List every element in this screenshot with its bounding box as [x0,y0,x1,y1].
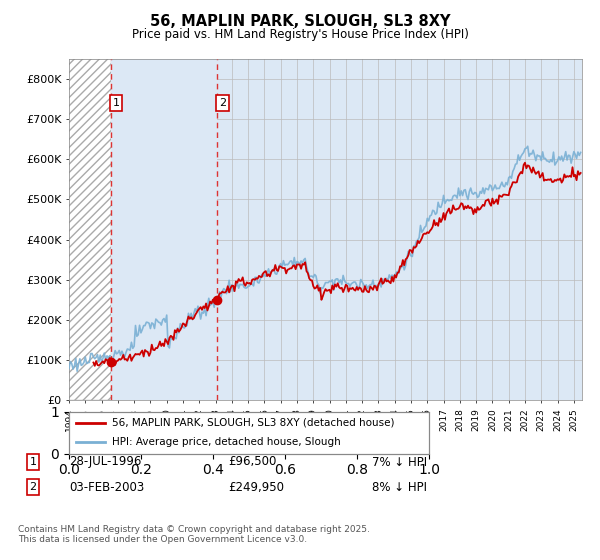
Text: Price paid vs. HM Land Registry's House Price Index (HPI): Price paid vs. HM Land Registry's House … [131,28,469,41]
Text: £249,950: £249,950 [228,480,284,494]
Text: 03-FEB-2003: 03-FEB-2003 [69,480,144,494]
Text: 1: 1 [113,98,119,108]
Text: £96,500: £96,500 [228,455,277,469]
Bar [111,59,217,400]
Text: HPI: Average price, detached house, Slough: HPI: Average price, detached house, Slou… [112,437,341,447]
Text: Contains HM Land Registry data © Crown copyright and database right 2025.
This d: Contains HM Land Registry data © Crown c… [18,525,370,544]
Text: 2: 2 [29,482,37,492]
Text: 7% ↓ HPI: 7% ↓ HPI [372,455,427,469]
Text: 2: 2 [218,98,226,108]
Text: 8% ↓ HPI: 8% ↓ HPI [372,480,427,494]
Text: 56, MAPLIN PARK, SLOUGH, SL3 8XY (detached house): 56, MAPLIN PARK, SLOUGH, SL3 8XY (detach… [112,418,395,428]
Bar [69,59,111,400]
Text: 1: 1 [29,457,37,467]
Text: 56, MAPLIN PARK, SLOUGH, SL3 8XY: 56, MAPLIN PARK, SLOUGH, SL3 8XY [150,14,450,29]
Text: 28-JUL-1996: 28-JUL-1996 [69,455,142,469]
